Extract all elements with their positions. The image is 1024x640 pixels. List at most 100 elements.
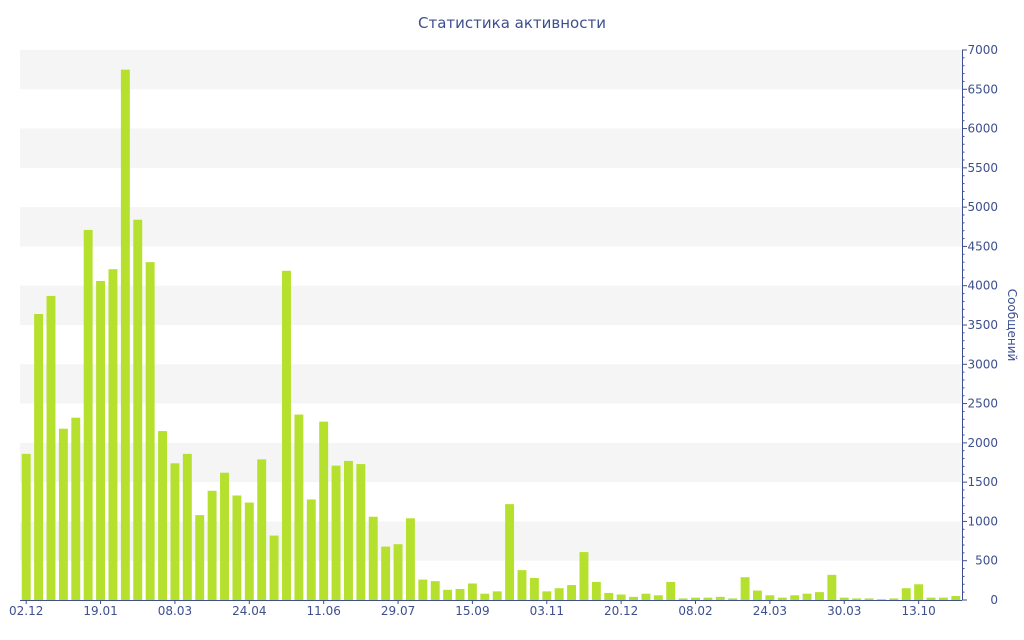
y-axis-title: Сообщений: [1005, 289, 1019, 362]
bar: [83, 229, 93, 600]
bar: [467, 583, 477, 600]
bar: [120, 69, 130, 600]
bar: [393, 544, 403, 600]
bar: [554, 588, 564, 600]
bar: [641, 593, 651, 600]
y-tick-label: 3500: [967, 318, 998, 332]
bar: [492, 591, 502, 600]
bar: [356, 464, 366, 600]
bar: [542, 591, 552, 600]
bar: [728, 598, 738, 600]
bar: [852, 598, 862, 600]
y-tick-label: 5000: [967, 200, 998, 214]
x-tick-label: 30.03: [827, 604, 861, 618]
grid-band: [20, 285, 962, 325]
bar: [46, 295, 56, 600]
bar: [753, 590, 762, 600]
y-tick-label: 4500: [967, 239, 998, 253]
bar: [666, 581, 676, 600]
x-tick-label: 08.03: [158, 604, 192, 618]
bar: [505, 504, 515, 600]
x-tick-label: 24.03: [753, 604, 787, 618]
bar: [269, 535, 279, 600]
x-tick-label: 11.06: [306, 604, 340, 618]
bar: [864, 598, 874, 600]
x-tick-label: 02.12: [9, 604, 43, 618]
bar: [802, 593, 812, 600]
bar: [21, 453, 31, 600]
bar: [691, 597, 700, 600]
x-tick-label: 08.02: [678, 604, 712, 618]
bar: [418, 579, 428, 600]
bar: [58, 428, 68, 600]
x-tick-label: 29.07: [381, 604, 415, 618]
x-tick-label: 13.10: [901, 604, 935, 618]
bar: [604, 592, 614, 600]
bar: [653, 595, 663, 600]
grid-band: [20, 207, 962, 247]
y-tick-label: 3000: [967, 357, 998, 371]
bar: [579, 552, 589, 600]
x-tick-label: 03.11: [530, 604, 564, 618]
y-tick-label: 0: [990, 593, 998, 607]
bar: [591, 581, 601, 600]
bar: [145, 262, 155, 600]
bar: [108, 269, 118, 600]
bar: [220, 472, 229, 600]
grid-band: [20, 50, 962, 90]
grid-band: [20, 128, 962, 168]
x-tick-label: 15.09: [455, 604, 489, 618]
bar: [232, 495, 242, 600]
y-axis: 0 500 1000 1500 2000 2500 3000 3500 4000 4500 5000…: [962, 43, 998, 607]
bar: [790, 595, 800, 600]
x-tick-label: 20.12: [604, 604, 638, 618]
bar: [344, 460, 353, 600]
bar: [938, 597, 948, 600]
bar: [455, 589, 465, 600]
bar: [529, 578, 539, 600]
bar: [430, 581, 440, 600]
chart-title: Статистика активности: [418, 14, 606, 32]
bar: [827, 574, 837, 600]
x-tick-label: 19.01: [83, 604, 117, 618]
bar: [34, 314, 44, 600]
bar: [294, 414, 304, 600]
bar: [889, 598, 899, 600]
bar: [257, 459, 267, 600]
bar: [839, 597, 849, 600]
bar: [381, 546, 391, 600]
x-tick-label: 24.04: [232, 604, 266, 618]
bar: [319, 421, 329, 600]
y-tick-label: 4000: [967, 279, 998, 293]
y-tick-label: 7000: [967, 43, 998, 57]
bar: [71, 417, 81, 600]
bar: [443, 589, 453, 600]
bar: [678, 598, 688, 600]
bar: [405, 518, 415, 600]
grid-band: [20, 364, 962, 404]
bar: [306, 499, 316, 600]
y-tick-label: 6000: [967, 122, 998, 136]
bar: [567, 585, 577, 600]
bar: [195, 515, 205, 600]
bar: [926, 597, 936, 600]
y-tick-label: 5500: [967, 161, 998, 175]
x-axis: 02.12 19.01 08.03 24.04 11.06 29.07 15.09 03.11…: [9, 600, 962, 618]
y-tick-label: 6500: [967, 82, 998, 96]
bar: [629, 596, 638, 600]
y-tick-label: 1000: [967, 514, 998, 528]
bar: [244, 502, 254, 600]
bar: [765, 595, 775, 600]
bar: [331, 465, 341, 600]
bar: [182, 453, 192, 600]
bar: [616, 594, 626, 600]
bar: [368, 516, 378, 600]
bar: [815, 592, 824, 600]
bar: [876, 599, 886, 600]
bar: [480, 593, 490, 600]
y-tick-label: 2500: [967, 397, 998, 411]
bar: [951, 596, 961, 600]
y-tick-label: 1500: [967, 475, 998, 489]
bar: [914, 584, 924, 600]
